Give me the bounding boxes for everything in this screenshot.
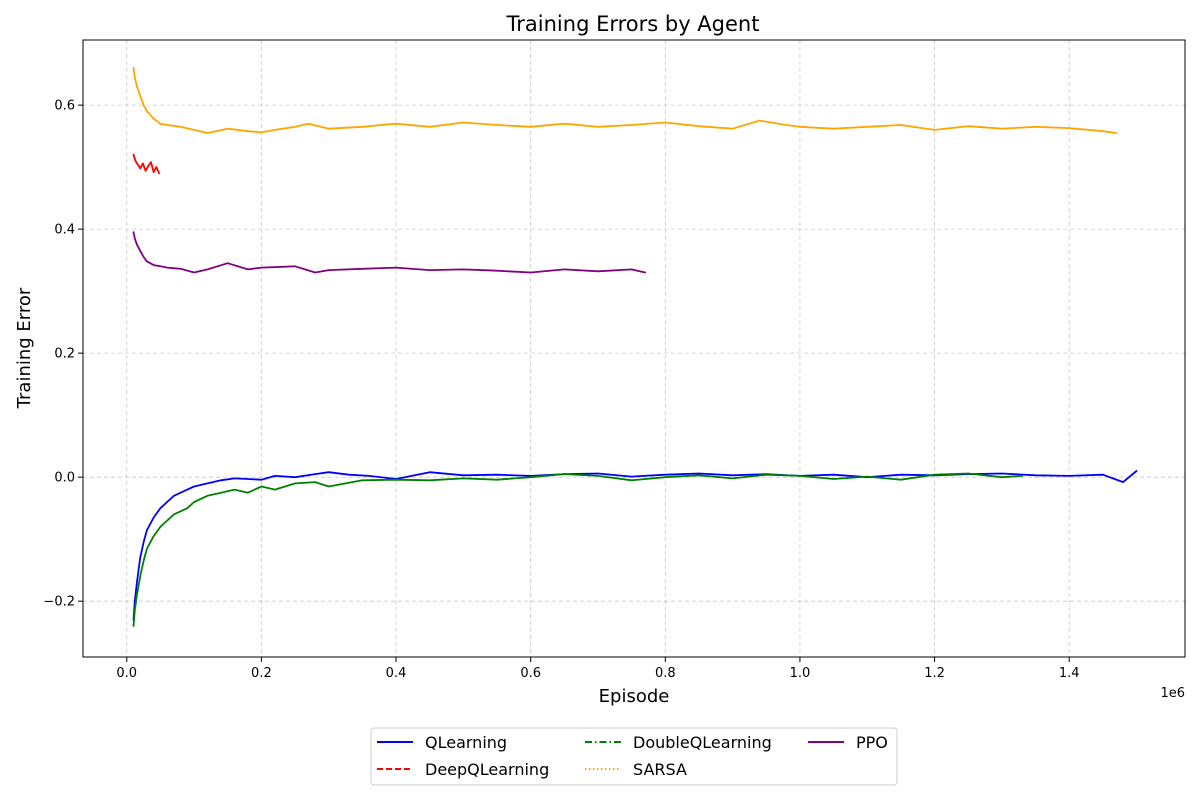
series-line-ppo <box>132 231 646 274</box>
legend-label-deepqlearning: DeepQLearning <box>425 760 549 779</box>
y-tick-label: 0.4 <box>54 223 75 238</box>
y-tick-label: 0.2 <box>54 347 75 362</box>
x-tick-label: 1.4 <box>1059 666 1080 681</box>
series-line-sarsa <box>132 67 1118 134</box>
legend-label-doubleqlearning: DoubleQLearning <box>633 733 772 752</box>
x-tick-label: 0.2 <box>251 666 272 681</box>
legend-label-qlearning: QLearning <box>425 733 507 752</box>
legend-label-sarsa: SARSA <box>633 760 687 779</box>
legend-box <box>370 727 898 786</box>
x-tick-label: 0.4 <box>386 666 407 681</box>
y-tick-label: −0.2 <box>43 595 75 610</box>
plot-series <box>132 67 1138 627</box>
y-axis-label: Training Error <box>14 287 35 409</box>
series-line-deepqlearning <box>132 153 160 175</box>
x-tick-label: 0.6 <box>520 666 541 681</box>
series-line-doubleqlearning <box>132 472 1023 627</box>
y-tick-label: 0.6 <box>54 99 75 114</box>
legend: QLearning DeepQLearning DoubleQLearning SAR… <box>370 727 898 786</box>
x-axis-ticks: 0.0 0.2 0.4 0.6 0.8 1.0 1.2 1.4 <box>116 657 1080 681</box>
plot-frame <box>82 39 1186 658</box>
x-tick-label: 0.0 <box>116 666 137 681</box>
x-axis-offset-label: 1e6 <box>1160 686 1185 701</box>
x-tick-label: 1.2 <box>924 666 945 681</box>
x-axis-label: Episode <box>599 686 670 707</box>
x-tick-label: 0.8 <box>655 666 676 681</box>
y-axis-ticks: −0.2 0.0 0.2 0.4 0.6 <box>43 99 83 610</box>
x-tick-label: 1.0 <box>790 666 811 681</box>
legend-label-ppo: PPO <box>856 733 888 752</box>
y-tick-label: 0.0 <box>54 471 75 486</box>
series-line-qlearning <box>132 470 1138 621</box>
chart-title: Training Errors by Agent <box>506 12 760 36</box>
